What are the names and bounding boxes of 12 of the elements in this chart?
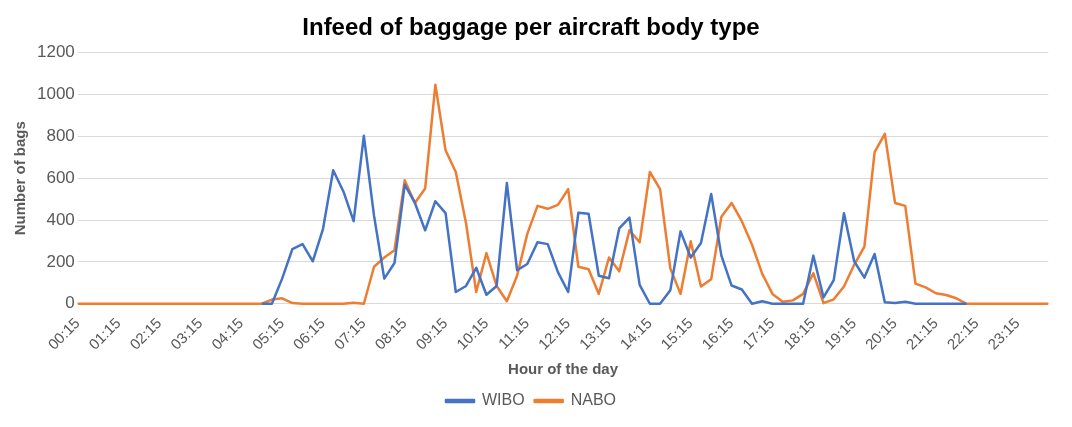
x-axis-title: Hour of the day (508, 360, 619, 378)
y-axis-title: Number of bags (11, 121, 29, 236)
y-tick-label: 1200 (36, 42, 75, 62)
y-tick-label: 800 (46, 126, 75, 146)
y-tick-label: 0 (65, 293, 75, 313)
y-tick-label: 600 (46, 167, 75, 187)
y-tick-label: 400 (46, 209, 75, 229)
legend-label: WIBO (482, 391, 525, 409)
legend-label: NABO (570, 391, 616, 409)
chart-title: Infeed of baggage per aircraft body type (302, 13, 760, 41)
y-tick-label: 1000 (36, 84, 75, 104)
y-tick-label: 200 (46, 251, 75, 271)
